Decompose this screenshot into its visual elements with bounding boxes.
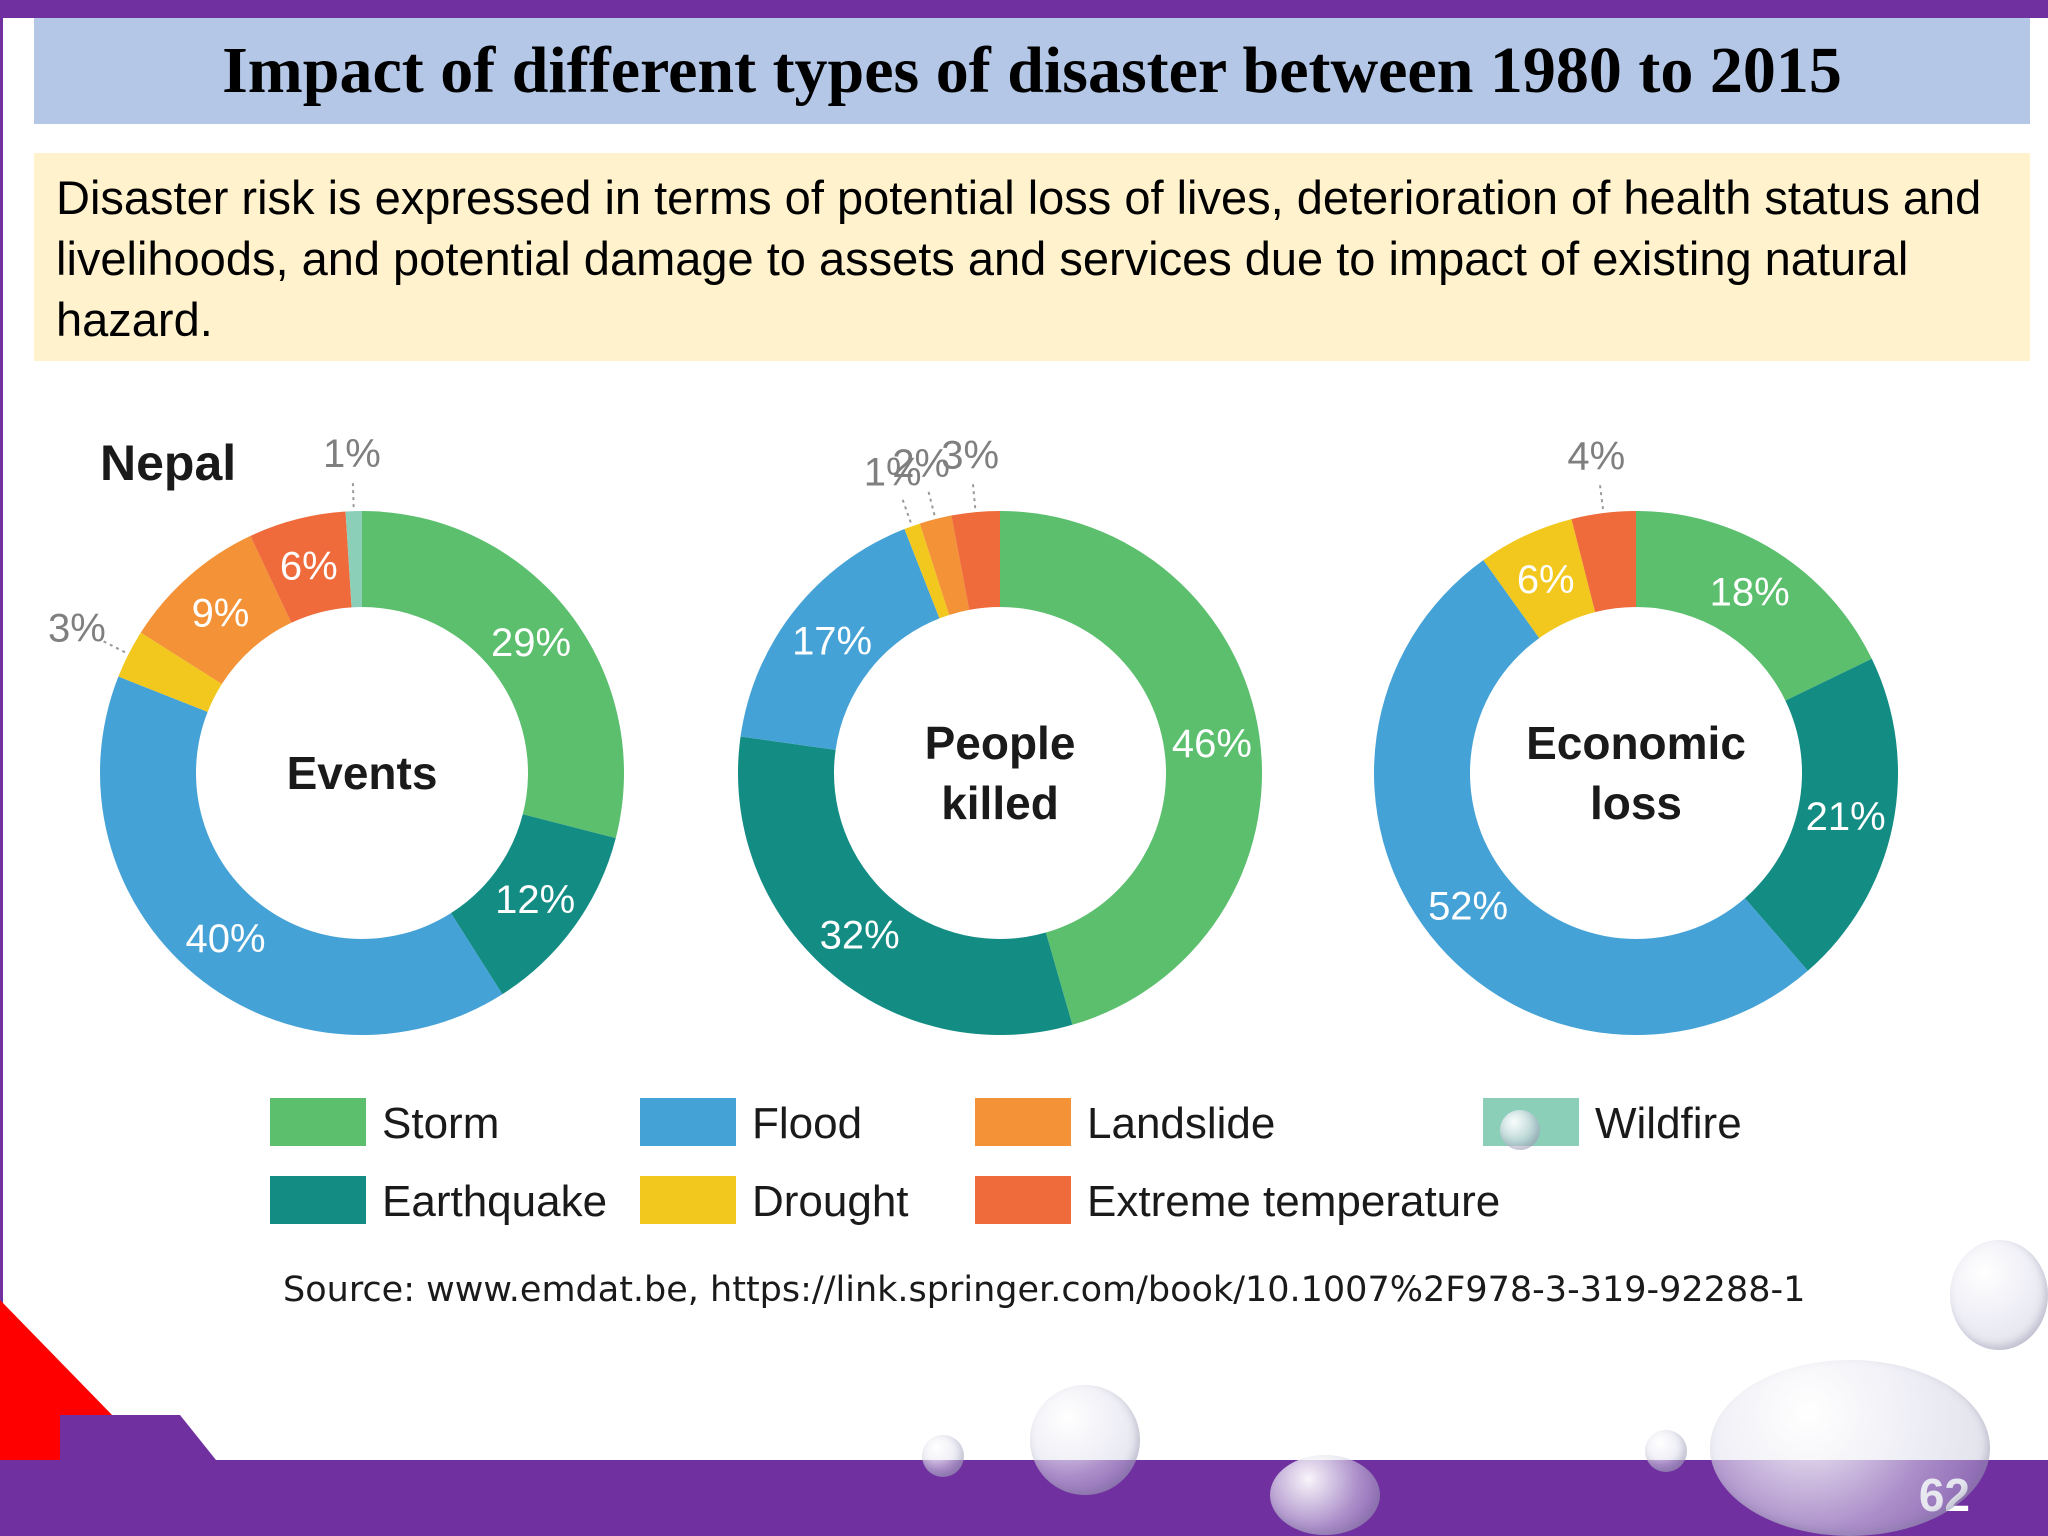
- donut-charts: Nepal 29% 12% 40% 3% 9% 6% 1% Events 46% 32% 17% 1%…: [48, 432, 1898, 1226]
- water-drop-decoration: [1030, 1385, 1140, 1495]
- legend-label: Drought: [752, 1177, 909, 1226]
- water-drop-decoration: [1950, 1240, 2048, 1350]
- slide-title: Impact of different types of disaster be…: [222, 34, 1842, 107]
- legend-label: Landslide: [1087, 1099, 1275, 1148]
- water-drop-decoration: [1645, 1430, 1687, 1472]
- slice-percent-label: 3%: [48, 607, 106, 651]
- donut-slice-earthquake: [738, 736, 1073, 1035]
- chart-heading: Nepal: [100, 435, 236, 491]
- legend: Storm Flood Landslide Wildfire Earthquake Dro…: [270, 1098, 1742, 1226]
- slice-percent-label: 4%: [1567, 434, 1625, 478]
- slice-percent-label: 17%: [792, 619, 872, 663]
- legend-label: Extreme temperature: [1087, 1177, 1500, 1226]
- donut-slice-extreme-temperature: [250, 511, 352, 623]
- slice-percent-label: 40%: [186, 917, 266, 961]
- water-drop-decoration: [1710, 1360, 1990, 1536]
- donut-slice-extreme-temperature: [951, 511, 1000, 610]
- water-drop-decoration: [1270, 1455, 1380, 1535]
- water-drop-decoration: [1500, 1110, 1540, 1150]
- bottom-accent-bar: [0, 1460, 2048, 1536]
- description-box: Disaster risk is expressed in terms of p…: [34, 153, 2030, 361]
- water-drop-decoration: [922, 1435, 964, 1477]
- leader-line: [971, 484, 977, 509]
- slice-percent-label: 29%: [491, 621, 571, 665]
- leader-line: [351, 483, 355, 508]
- leader-line: [1599, 485, 1604, 510]
- top-accent-bar: [0, 0, 2048, 18]
- legend-swatch: [640, 1098, 736, 1146]
- legend-label: Earthquake: [382, 1177, 607, 1226]
- donut-slice-drought: [118, 632, 222, 712]
- legend-label: Wildfire: [1595, 1099, 1742, 1148]
- slice-percent-label: 21%: [1806, 795, 1886, 839]
- slice-percent-label: 6%: [280, 545, 338, 589]
- donut-slice-earthquake: [450, 814, 616, 995]
- donut-slice-drought: [1483, 519, 1596, 639]
- leader-line: [103, 640, 126, 654]
- legend-swatch: [270, 1098, 366, 1146]
- leader-line: [901, 499, 912, 523]
- slice-percent-label: 46%: [1172, 722, 1252, 766]
- leader-line: [927, 491, 936, 516]
- slice-percent-label: 1%: [864, 451, 922, 495]
- donut-center-label: Economic: [1526, 717, 1746, 769]
- donut-slice-flood: [1373, 560, 1808, 1036]
- slice-percent-label: 3%: [941, 433, 999, 477]
- donut-slice-storm: [1000, 511, 1262, 1025]
- donut-slice-landslide: [140, 535, 292, 685]
- donut-center-label: killed: [941, 777, 1059, 829]
- donut-slice-landslide: [919, 515, 970, 615]
- slice-percent-label: 9%: [192, 591, 250, 635]
- title-banner: Impact of different types of disaster be…: [34, 18, 2030, 124]
- donut-layer: 29%12%40%3% 9%6%1%Events46%32%17%1%2%3%Pe…: [48, 432, 1898, 1036]
- slice-percent-label: 6%: [1517, 558, 1575, 602]
- slice-percent-label: 52%: [1428, 885, 1508, 929]
- legend-label: Flood: [752, 1099, 862, 1148]
- donut-slice-flood: [740, 529, 940, 750]
- legend-swatch: [640, 1176, 736, 1224]
- donut-center-label: People: [925, 717, 1076, 769]
- slice-percent-label: 12%: [495, 878, 575, 922]
- slice-percent-label: 32%: [820, 914, 900, 958]
- donut-slice-earthquake: [1744, 658, 1898, 971]
- donut-slice-storm: [1636, 511, 1872, 701]
- donut-slice-storm: [362, 511, 624, 839]
- legend-swatch: [975, 1098, 1071, 1146]
- donut-slice-extreme-temperature: [1571, 511, 1636, 613]
- left-accent-line: [0, 18, 3, 1318]
- donut-slice-flood: [100, 676, 503, 1035]
- legend-label: Storm: [382, 1099, 499, 1148]
- legend-swatch: [975, 1176, 1071, 1224]
- slice-percent-label: 18%: [1710, 571, 1790, 615]
- donut-slice-wildfire: [345, 511, 362, 608]
- slice-percent-label: 2%: [892, 442, 950, 486]
- description-text: Disaster risk is expressed in terms of p…: [56, 171, 1982, 346]
- legend-swatch: [270, 1176, 366, 1224]
- source-text: Source: www.emdat.be, https://link.sprin…: [283, 1270, 1806, 1310]
- donut-center-label: Events: [287, 747, 438, 799]
- slice-percent-label: 1%: [323, 432, 381, 476]
- donut-slice-drought: [904, 523, 950, 619]
- donut-center-label: loss: [1590, 777, 1682, 829]
- bottom-bar-notch: [60, 1415, 220, 1465]
